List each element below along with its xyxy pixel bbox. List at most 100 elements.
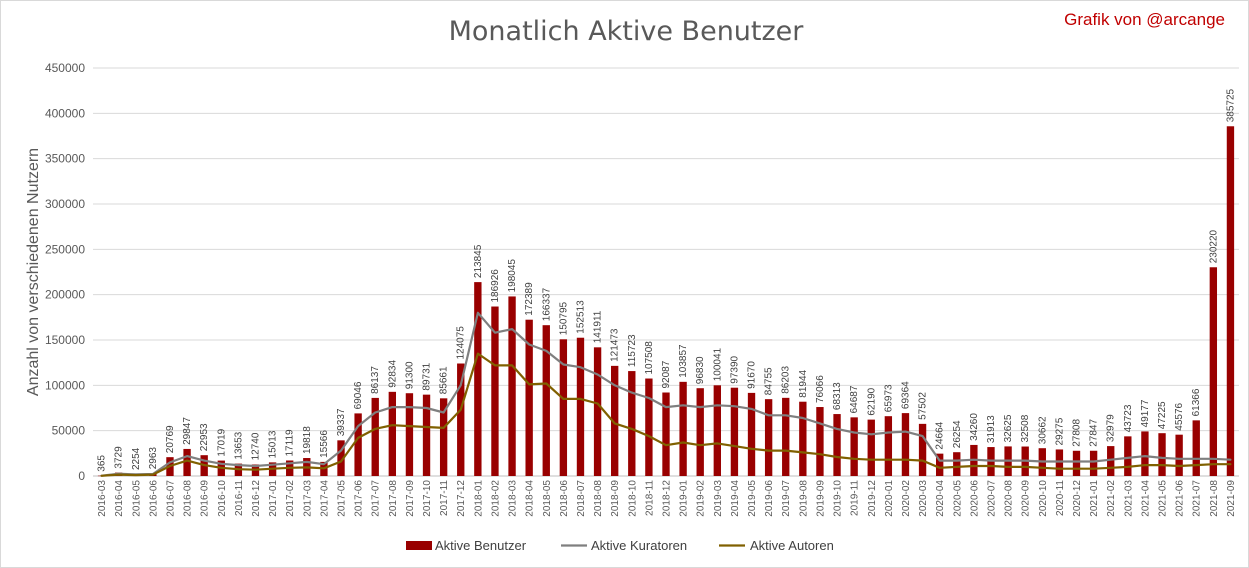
x-tick-label: 2019-07 bbox=[781, 480, 792, 517]
x-tick-label: 2019-09 bbox=[815, 480, 826, 517]
data-label-2021-03: 43723 bbox=[1123, 404, 1134, 432]
data-label-2016-08: 29847 bbox=[182, 417, 193, 445]
y-tick-label: 200000 bbox=[45, 288, 85, 302]
data-label-2018-09: 121473 bbox=[610, 328, 621, 362]
data-label-2016-07: 20769 bbox=[165, 425, 176, 453]
data-label-2020-07: 31913 bbox=[986, 415, 997, 443]
x-tick-label: 2017-06 bbox=[354, 480, 365, 517]
y-tick-label: 150000 bbox=[45, 333, 85, 347]
y-axis-label: Anzahl von verschiedenen Nutzern bbox=[25, 148, 42, 396]
x-tick-label: 2020-01 bbox=[884, 480, 895, 517]
chart-title: Monatlich Aktive Benutzer bbox=[449, 16, 805, 47]
legend-label-aktive-kuratoren: Aktive Kuratoren bbox=[591, 538, 687, 553]
x-tick-label: 2019-05 bbox=[747, 480, 758, 517]
data-label-2020-06: 34260 bbox=[969, 413, 980, 441]
legend-label-aktive-autoren: Aktive Autoren bbox=[750, 538, 834, 553]
data-label-2018-04: 172389 bbox=[524, 282, 535, 316]
x-tick-label: 2020-05 bbox=[952, 480, 963, 517]
x-tick-label: 2021-05 bbox=[1158, 480, 1169, 517]
bar-2021-08 bbox=[1209, 267, 1218, 476]
data-label-2016-10: 17019 bbox=[216, 428, 227, 456]
x-tick-label: 2020-12 bbox=[1072, 480, 1083, 517]
bar-2021-07 bbox=[1192, 420, 1200, 476]
data-label-2021-09: 385725 bbox=[1225, 88, 1236, 122]
x-tick-label: 2016-05 bbox=[131, 480, 142, 517]
x-tick-label: 2019-06 bbox=[764, 480, 775, 517]
data-label-2019-09: 76066 bbox=[815, 375, 826, 403]
x-tick-label: 2016-08 bbox=[183, 480, 194, 517]
bar-2018-01 bbox=[474, 282, 482, 476]
data-label-2017-04: 15566 bbox=[319, 430, 330, 458]
x-tick-label: 2016-07 bbox=[166, 480, 177, 517]
bar-2017-05 bbox=[337, 440, 345, 476]
data-label-2017-09: 91300 bbox=[404, 361, 415, 389]
data-label-2018-07: 152513 bbox=[576, 300, 587, 334]
x-tick-label: 2021-02 bbox=[1106, 480, 1117, 517]
data-label-2021-05: 47225 bbox=[1157, 401, 1168, 429]
data-label-2018-03: 198045 bbox=[507, 259, 518, 293]
bar-2019-08 bbox=[799, 401, 807, 476]
y-tick-label: 50000 bbox=[52, 424, 86, 438]
y-axis-ticks: 0 50000 100000 150000 200000 250000 300000 3500… bbox=[45, 61, 85, 483]
x-tick-label: 2016-06 bbox=[148, 480, 159, 517]
data-label-2016-03: 365 bbox=[97, 455, 108, 472]
x-tick-label: 2018-05 bbox=[542, 480, 553, 517]
data-label-2019-12: 62190 bbox=[866, 387, 877, 415]
data-label-2018-02: 186926 bbox=[490, 269, 501, 303]
bar-2019-10 bbox=[833, 414, 841, 476]
bar-2021-06 bbox=[1175, 434, 1183, 476]
x-tick-label: 2019-08 bbox=[798, 480, 809, 517]
data-labels: 365 3729 2254 2963 20769 29847 22953 17019 13653… bbox=[97, 88, 1237, 471]
x-tick-label: 2016-04 bbox=[114, 480, 125, 517]
bar-2021-09 bbox=[1226, 126, 1235, 476]
x-tick-label: 2017-10 bbox=[422, 480, 433, 517]
y-tick-label: 300000 bbox=[45, 197, 85, 211]
data-label-2020-02: 69364 bbox=[901, 381, 912, 409]
bar-2020-05 bbox=[953, 452, 961, 476]
data-label-2016-05: 2254 bbox=[131, 447, 142, 470]
data-label-2021-07: 61366 bbox=[1191, 388, 1202, 416]
x-tick-label: 2021-07 bbox=[1192, 480, 1203, 517]
bar-2020-11 bbox=[1055, 449, 1064, 476]
x-tick-label: 2020-04 bbox=[935, 480, 946, 517]
legend: Aktive Benutzer Aktive Kuratoren Aktive … bbox=[406, 538, 834, 553]
bar-2019-02 bbox=[696, 388, 704, 476]
data-label-2020-08: 32625 bbox=[1003, 414, 1014, 442]
legend-label-aktive-benutzer: Aktive Benutzer bbox=[435, 538, 527, 553]
x-tick-label: 2020-10 bbox=[1038, 480, 1049, 517]
data-label-2019-06: 84755 bbox=[764, 367, 775, 395]
x-tick-label: 2020-08 bbox=[1004, 480, 1015, 517]
x-tick-label: 2018-06 bbox=[559, 480, 570, 517]
data-label-2020-10: 30662 bbox=[1037, 416, 1048, 444]
x-tick-label: 2020-02 bbox=[901, 480, 912, 517]
data-label-2016-12: 12740 bbox=[251, 432, 262, 460]
x-tick-label: 2017-08 bbox=[388, 480, 399, 517]
data-label-2019-11: 64687 bbox=[849, 385, 860, 413]
bar-2017-11 bbox=[439, 398, 448, 476]
y-tick-label: 350000 bbox=[45, 152, 85, 166]
x-tick-label: 2020-07 bbox=[987, 480, 998, 517]
x-tick-label: 2018-02 bbox=[491, 480, 502, 517]
x-tick-label: 2018-04 bbox=[525, 480, 536, 517]
bar-2017-09 bbox=[405, 393, 414, 476]
data-label-2021-06: 45576 bbox=[1174, 402, 1185, 430]
data-label-2021-01: 27847 bbox=[1089, 419, 1100, 447]
data-label-2018-01: 213845 bbox=[473, 244, 484, 278]
data-label-2019-08: 81944 bbox=[798, 369, 809, 397]
x-tick-label: 2018-11 bbox=[644, 480, 655, 516]
data-label-2017-06: 69046 bbox=[353, 381, 364, 409]
bar-2019-11 bbox=[850, 417, 858, 476]
data-label-2019-02: 96830 bbox=[695, 356, 706, 384]
data-label-2017-07: 86137 bbox=[370, 366, 381, 394]
data-label-2016-09: 22953 bbox=[199, 423, 210, 451]
bar-2018-09 bbox=[611, 365, 619, 476]
data-label-2017-01: 15013 bbox=[268, 430, 279, 458]
x-tick-label: 2019-10 bbox=[833, 480, 844, 517]
data-label-2019-07: 86203 bbox=[781, 366, 792, 394]
bar-2019-09 bbox=[816, 407, 824, 476]
y-tick-label: 400000 bbox=[45, 106, 85, 120]
data-label-2018-11: 107508 bbox=[644, 341, 655, 375]
data-label-2016-06: 2963 bbox=[148, 447, 159, 470]
bar-2021-01 bbox=[1089, 450, 1098, 476]
